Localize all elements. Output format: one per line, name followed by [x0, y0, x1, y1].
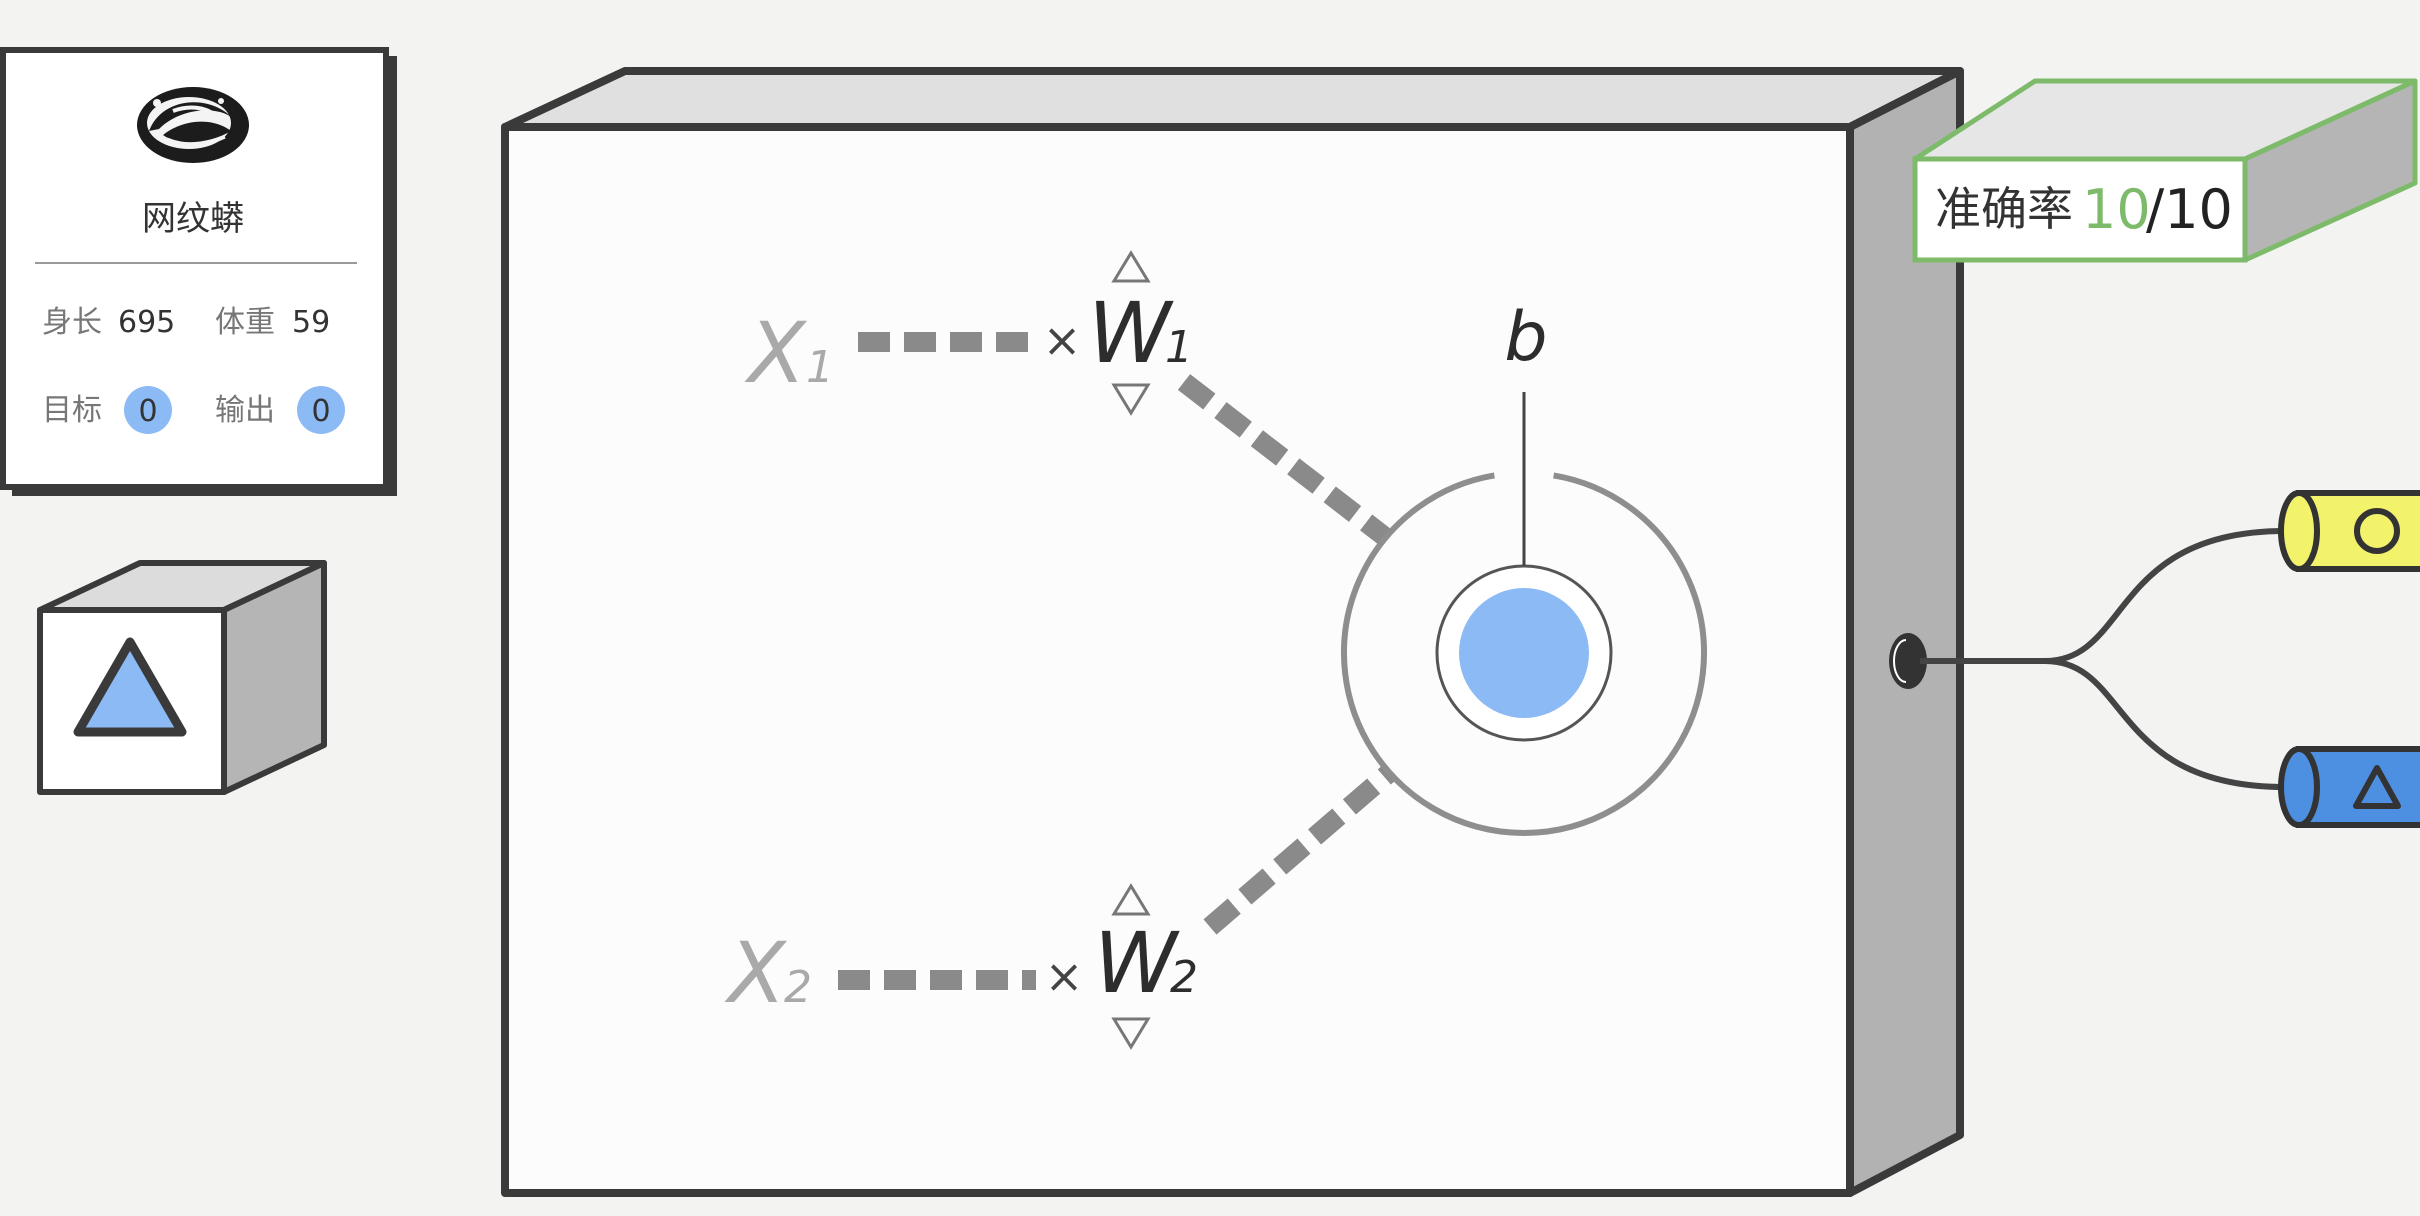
neuron-box-top	[501, 67, 1964, 131]
w1-connection	[1177, 374, 1392, 545]
triangle-class-cap	[2278, 746, 2320, 828]
w1-subscript: 1	[1165, 322, 1193, 373]
w2-increase-icon[interactable]	[1111, 883, 1151, 916]
triangle-icon	[73, 637, 187, 737]
x2-subscript: 2	[784, 962, 812, 1013]
accuracy-box-front	[1912, 156, 2248, 263]
circle-icon	[2354, 508, 2400, 554]
output-circle-class[interactable]	[2278, 490, 2420, 572]
output-badge: 0	[297, 386, 345, 434]
w2-label: W	[1094, 914, 1180, 1012]
w1-label: W	[1088, 284, 1174, 382]
target-badge: 0	[124, 386, 172, 434]
accuracy-correct: 10	[2082, 178, 2151, 241]
target-value: 0	[138, 394, 157, 429]
cable-to-circle-class	[1920, 528, 2286, 664]
accuracy-label: 准确率	[1935, 182, 2073, 236]
length-value: 695	[118, 305, 175, 340]
output-label: 输出	[215, 393, 275, 428]
bias-label: b	[1504, 298, 1547, 377]
sample-cube[interactable]	[37, 560, 327, 795]
times-symbol-1: ×	[1043, 313, 1082, 367]
weight-label: 体重	[215, 305, 275, 340]
cable-to-triangle-class	[2044, 658, 2286, 790]
target-badge-bg	[124, 386, 172, 434]
neuron: b	[1341, 298, 1707, 836]
weight-value: 59	[292, 305, 330, 340]
times-symbol-2: ×	[1045, 949, 1084, 1003]
output-badge-bg	[297, 386, 345, 434]
output-port-highlight	[1893, 639, 1907, 683]
neuron-core	[1459, 588, 1589, 718]
accuracy-total: /10	[2146, 178, 2233, 241]
length-label: 身长	[42, 305, 102, 340]
species-name: 网纹蟒	[142, 199, 244, 239]
triangle-class-icon	[2353, 765, 2401, 809]
neuron-outer-ring	[1341, 472, 1707, 836]
output-port	[1889, 633, 1927, 689]
target-label: 目标	[42, 393, 102, 428]
x1-subscript: 1	[806, 342, 834, 393]
w1-increase-icon[interactable]	[1111, 250, 1151, 283]
x2-label: X	[724, 924, 788, 1022]
accuracy-panel: 准确率 10 /10	[1912, 78, 2418, 263]
w2-connection	[1203, 764, 1397, 935]
output-triangle-class[interactable]	[2278, 746, 2420, 828]
neuron-box-front	[501, 123, 1854, 1197]
w2-subscript: 2	[1170, 952, 1198, 1003]
neuron-box	[501, 67, 1964, 1197]
w2-decrease-icon[interactable]	[1111, 1017, 1151, 1050]
w1-decrease-icon[interactable]	[1111, 383, 1151, 416]
output-value: 0	[311, 394, 330, 429]
circle-class-cap	[2278, 490, 2320, 572]
snake-icon	[137, 87, 249, 163]
x1-label: X	[744, 304, 808, 402]
info-card: 网纹蟒 身长 695 体重 59 目标 0 输出 0	[0, 47, 397, 496]
